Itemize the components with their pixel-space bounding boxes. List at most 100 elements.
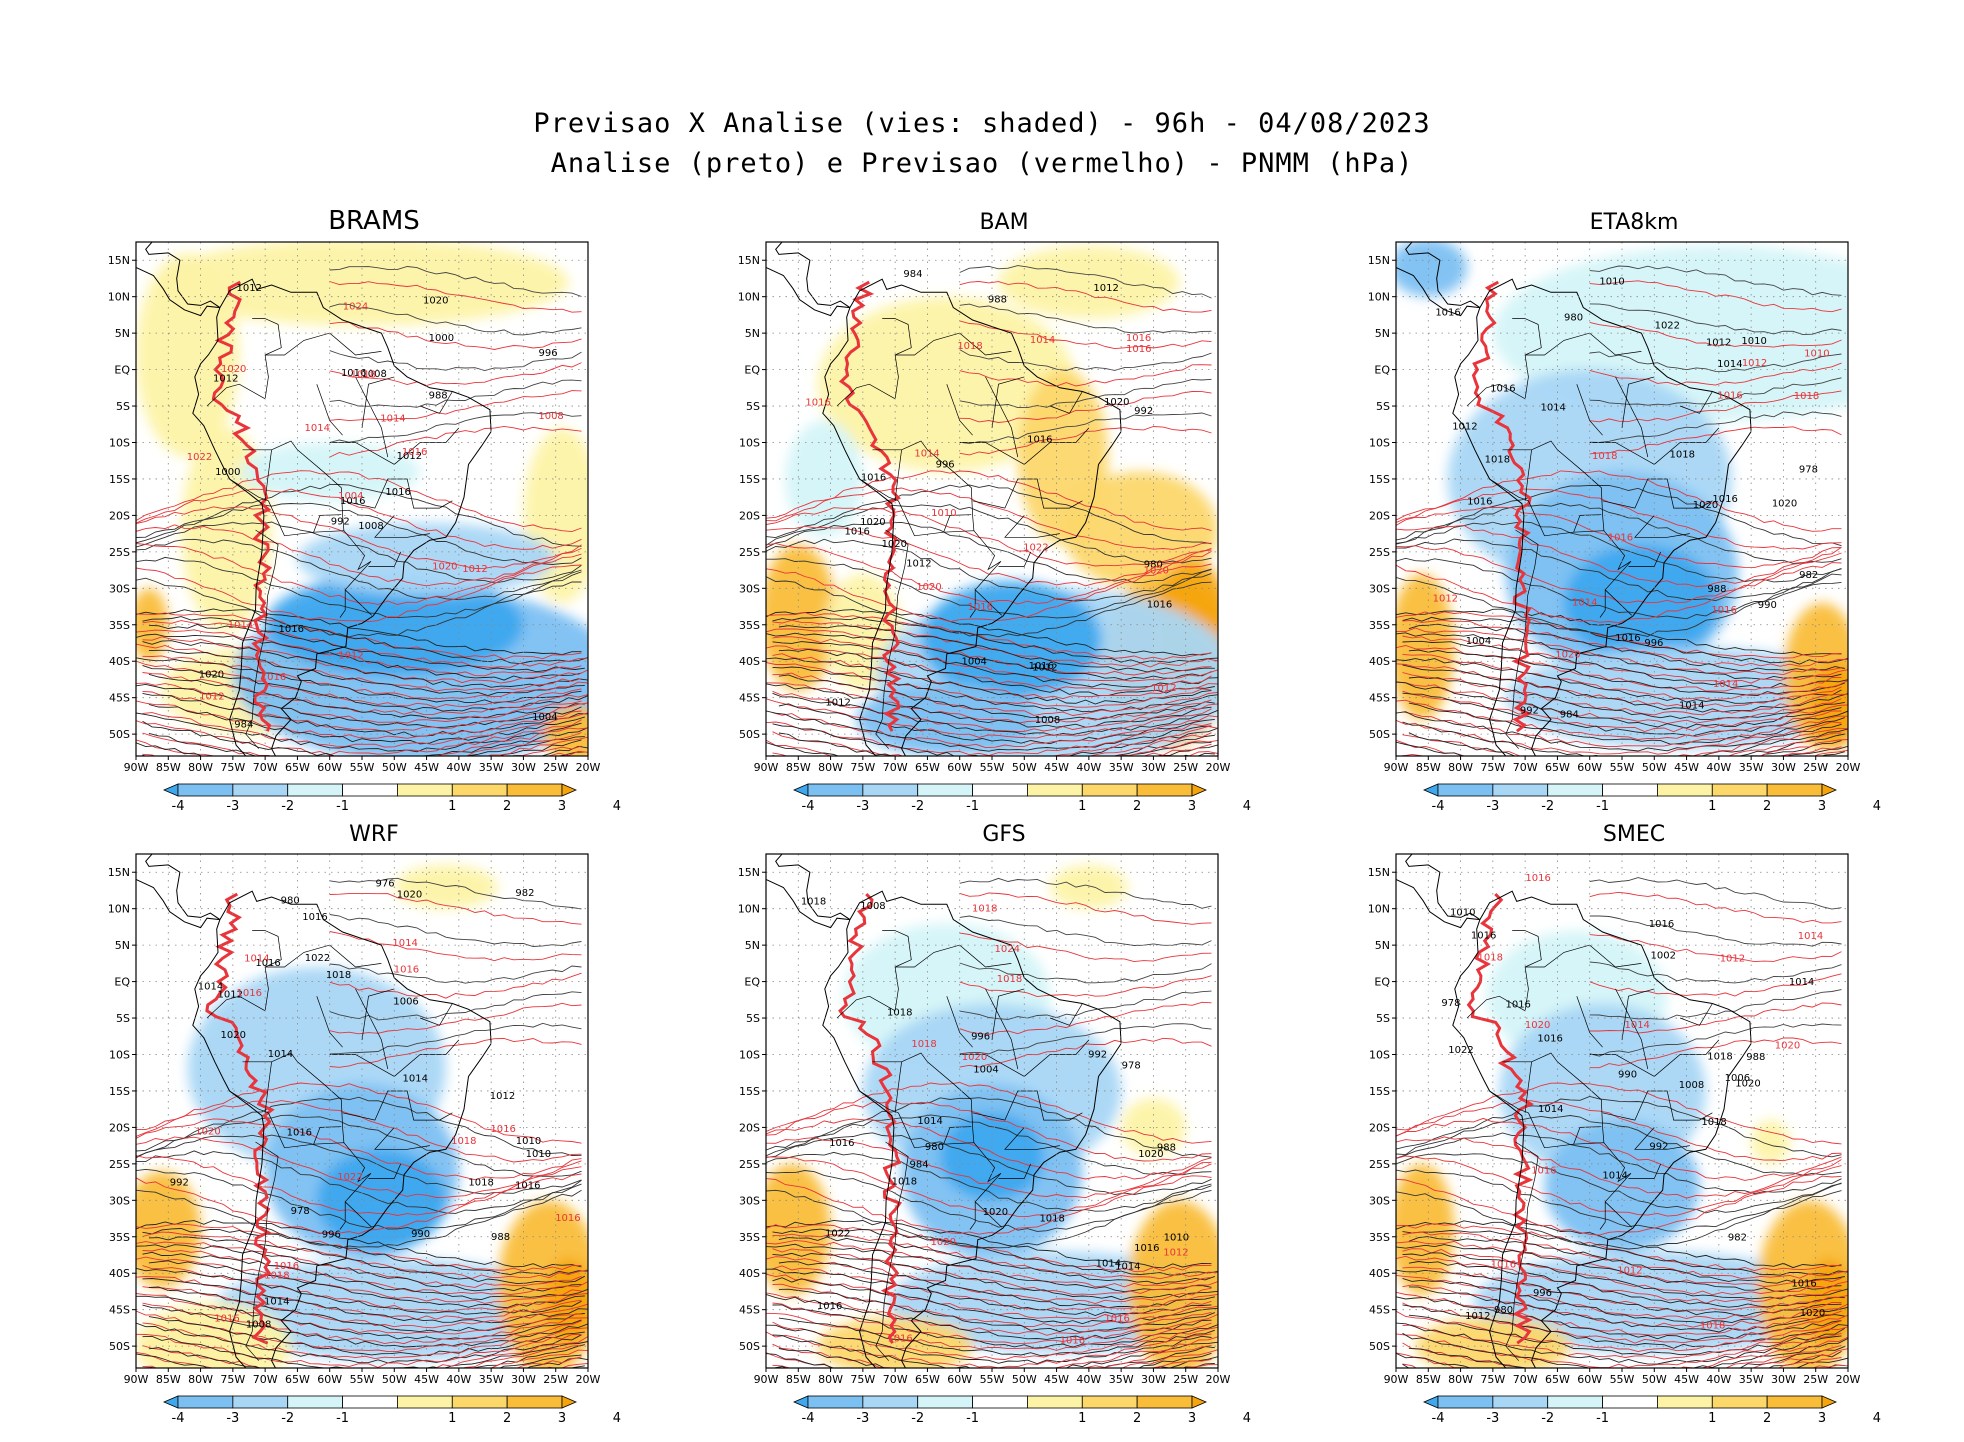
analysis-label: 1014 bbox=[1540, 403, 1565, 414]
bias-area bbox=[1751, 1120, 1790, 1164]
colorbar-label: -1 bbox=[966, 799, 979, 814]
lon-tick-label: 80W bbox=[188, 761, 213, 774]
forecast-label: 1016 bbox=[1104, 1313, 1129, 1324]
lat-tick-label: 15N bbox=[108, 254, 130, 267]
lon-tick-label: 50W bbox=[382, 1373, 407, 1386]
analysis-label: 1016 bbox=[861, 473, 886, 484]
lat-tick-label: EQ bbox=[1374, 364, 1390, 377]
lon-tick-label: 90W bbox=[1384, 761, 1409, 774]
lat-tick-label: 10S bbox=[109, 1048, 130, 1061]
analysis-label: 1020 bbox=[1104, 397, 1129, 408]
analysis-label: 1018 bbox=[1707, 1052, 1732, 1063]
colorbar-label: 2 bbox=[1133, 799, 1141, 814]
forecast-label: 1016 bbox=[555, 1213, 580, 1224]
panel-title: GFS bbox=[982, 822, 1026, 847]
analysis-label: 984 bbox=[1560, 710, 1579, 721]
analysis-label: 1014 bbox=[403, 1074, 428, 1085]
lon-tick-label: 60W bbox=[947, 761, 972, 774]
lat-tick-label: EQ bbox=[744, 976, 760, 989]
colorbar-label: 2 bbox=[503, 1411, 511, 1426]
analysis-label: 1020 bbox=[1735, 1079, 1760, 1090]
bias-area bbox=[1396, 242, 1468, 297]
analysis-label: 1020 bbox=[1800, 1308, 1825, 1319]
forecast-label: 1024 bbox=[995, 944, 1020, 955]
forecast-label: 1016 bbox=[887, 1333, 912, 1344]
colorbar-label: -4 bbox=[172, 799, 185, 814]
analysis-label: 1016 bbox=[278, 624, 303, 635]
colorbar-label: -1 bbox=[966, 1411, 979, 1426]
analysis-label: 1014 bbox=[1602, 1171, 1627, 1182]
analysis-label: 1018 bbox=[887, 1008, 912, 1019]
colorbar-label: -2 bbox=[1541, 799, 1554, 814]
forecast-label: 1014 bbox=[392, 938, 417, 949]
colorbar-label: 1 bbox=[448, 1411, 456, 1426]
panel-smec: SMEC 1010 1014 1016 1016 1014 1016 1018 1020 1016… bbox=[1354, 822, 1914, 1442]
forecast-label: 1020 bbox=[1775, 1041, 1800, 1052]
lat-tick-label: 15N bbox=[1368, 866, 1390, 879]
lat-tick-label: 5S bbox=[1376, 1012, 1390, 1025]
forecast-label: 1012 bbox=[338, 651, 363, 662]
colorbar-label: -2 bbox=[911, 1411, 924, 1426]
analysis-label: 996 bbox=[936, 460, 955, 471]
lon-tick-label: 20W bbox=[1836, 761, 1861, 774]
lon-tick-label: 30W bbox=[1771, 761, 1796, 774]
lat-tick-label: 40S bbox=[1369, 655, 1390, 668]
lat-tick-label: 15S bbox=[739, 473, 760, 486]
analysis-label: 1010 bbox=[1599, 277, 1624, 288]
forecast-label: 1010 bbox=[1804, 349, 1829, 360]
analysis-label: 1016 bbox=[515, 1180, 540, 1191]
lat-tick-label: 10S bbox=[109, 436, 130, 449]
lat-tick-label: 10N bbox=[108, 291, 130, 304]
lon-tick-label: 70W bbox=[1513, 1373, 1538, 1386]
forecast-label: 1016 bbox=[1126, 333, 1151, 344]
analysis-label: 1022 bbox=[1655, 321, 1680, 332]
analysis-label: 978 bbox=[291, 1206, 310, 1217]
analysis-label: 982 bbox=[515, 888, 534, 899]
lon-tick-label: 45W bbox=[414, 761, 439, 774]
lon-tick-label: 25W bbox=[543, 1373, 568, 1386]
analysis-label: 1020 bbox=[882, 539, 907, 550]
lat-tick-label: 10N bbox=[738, 903, 760, 916]
analysis-label: 1018 bbox=[1670, 450, 1695, 461]
forecast-label: 1016 bbox=[1717, 390, 1742, 401]
forecast-label: 1016 bbox=[402, 447, 427, 458]
analysis-label: 996 bbox=[1644, 638, 1663, 649]
analysis-label: 1022 bbox=[825, 1228, 850, 1239]
colorbar-label: -1 bbox=[336, 1411, 349, 1426]
forecast-label: 1016 bbox=[1060, 1335, 1085, 1346]
analysis-label: 978 bbox=[1441, 998, 1460, 1009]
map-plot: 1010 1014 1016 1016 1014 1016 1018 1020 1016 1018… bbox=[1368, 853, 1881, 1426]
forecast-label: 1018 bbox=[1592, 451, 1617, 462]
lat-tick-label: 15S bbox=[1369, 473, 1390, 486]
colorbar: -4 -3 -2 -1 1 2 3 4 bbox=[792, 783, 1251, 814]
analysis-label: 1016 bbox=[829, 1138, 854, 1149]
lat-tick-label: 30S bbox=[1369, 582, 1390, 595]
analysis-label: 1012 bbox=[825, 697, 850, 708]
analysis-label: 1010 bbox=[1164, 1233, 1189, 1244]
colorbar-label: -1 bbox=[336, 799, 349, 814]
lat-tick-label: 10N bbox=[1368, 903, 1390, 916]
lat-tick-label: 35S bbox=[1369, 619, 1390, 632]
forecast-label: 1018 bbox=[451, 1136, 476, 1147]
lon-tick-label: 30W bbox=[511, 761, 536, 774]
lon-tick-label: 30W bbox=[1771, 1373, 1796, 1386]
colorbar-label: 1 bbox=[1708, 799, 1716, 814]
lon-tick-label: 85W bbox=[786, 761, 811, 774]
lon-tick-label: 75W bbox=[1480, 1373, 1505, 1386]
subtitle: Analise (preto) e Previsao (vermelho) - … bbox=[550, 148, 1414, 179]
analysis-label: 1008 bbox=[1679, 1080, 1704, 1091]
lon-tick-label: 85W bbox=[1416, 1373, 1441, 1386]
forecast-label: 1020 bbox=[1144, 566, 1169, 577]
analysis-label: 1006 bbox=[393, 996, 418, 1007]
lat-tick-label: 25S bbox=[109, 1158, 130, 1171]
colorbar: -4 -3 -2 -1 1 2 3 4 bbox=[1422, 783, 1881, 814]
map-plot: 1012101410101008101610141016101810201014… bbox=[108, 853, 621, 1426]
forecast-label: 1016 bbox=[1491, 1260, 1516, 1271]
analysis-label: 1004 bbox=[961, 657, 986, 668]
analysis-label: 1014 bbox=[198, 981, 223, 992]
analysis-label: 988 bbox=[1707, 584, 1726, 595]
analysis-label: 1000 bbox=[215, 467, 240, 478]
lon-tick-label: 30W bbox=[1141, 761, 1166, 774]
lon-tick-label: 35W bbox=[1739, 1373, 1764, 1386]
analysis-label: 1012 bbox=[237, 283, 262, 294]
